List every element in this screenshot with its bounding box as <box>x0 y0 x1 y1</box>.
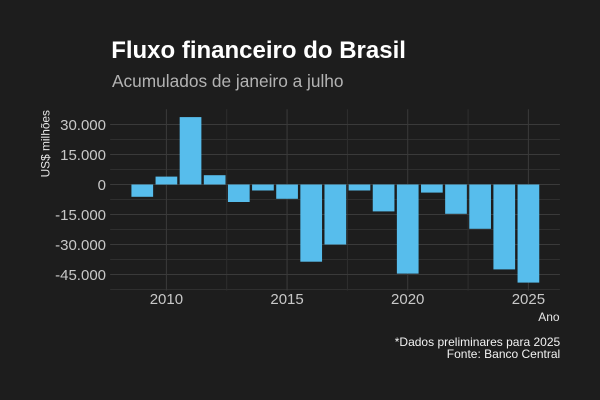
svg-text:0: 0 <box>98 177 106 194</box>
svg-text:-45.000: -45.000 <box>55 267 106 284</box>
svg-text:Fluxo financeiro do Brasil: Fluxo financeiro do Brasil <box>111 37 406 64</box>
svg-text:Acumulados de janeiro a julho: Acumulados de janeiro a julho <box>112 71 344 91</box>
svg-text:2010: 2010 <box>150 291 183 308</box>
svg-text:30.000: 30.000 <box>60 117 106 134</box>
svg-text:15.000: 15.000 <box>60 147 106 164</box>
svg-text:2025: 2025 <box>512 291 545 308</box>
svg-text:-30.000: -30.000 <box>55 237 106 254</box>
svg-text:-15.000: -15.000 <box>55 207 106 224</box>
svg-text:US$ milhões: US$ milhões <box>38 110 52 177</box>
svg-text:*Dados preliminares para 2025: *Dados preliminares para 2025 <box>395 335 561 349</box>
svg-text:2015: 2015 <box>270 291 303 308</box>
svg-text:Fonte: Banco Central: Fonte: Banco Central <box>447 347 560 361</box>
svg-text:2020: 2020 <box>391 291 424 308</box>
svg-text:Ano: Ano <box>538 310 560 324</box>
